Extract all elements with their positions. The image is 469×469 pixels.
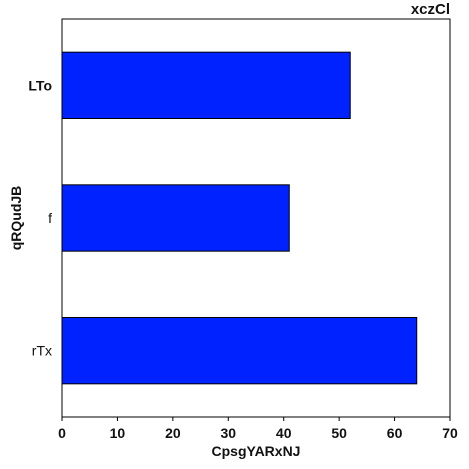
- y-tick-label: LTo: [28, 77, 52, 93]
- x-tick-label: 40: [276, 425, 292, 441]
- x-axis-ticks: 0 10 20 30 40 50 60 70: [58, 417, 458, 441]
- x-tick-label: 10: [110, 425, 126, 441]
- chart-title: xczCl: [411, 1, 450, 18]
- y-axis-ticks: LTo f rTx: [28, 77, 52, 358]
- x-tick-label: 30: [220, 425, 236, 441]
- x-tick-label: 20: [165, 425, 181, 441]
- x-tick-label: 50: [331, 425, 347, 441]
- bars-group: [61, 51, 418, 385]
- bar-LTo: [61, 51, 351, 120]
- plot-frame: [61, 18, 451, 418]
- x-axis-label: CpsgYARxNJ: [212, 443, 301, 459]
- bar-f: [61, 184, 290, 252]
- x-tick-label: 70: [442, 425, 458, 441]
- x-tick-label: 60: [387, 425, 403, 441]
- y-axis-label: qRQudJB: [8, 186, 24, 251]
- bar-rTx: [61, 317, 418, 385]
- y-tick-label: f: [48, 210, 52, 226]
- y-tick-label: rTx: [32, 343, 52, 359]
- x-tick-label: 0: [58, 425, 66, 441]
